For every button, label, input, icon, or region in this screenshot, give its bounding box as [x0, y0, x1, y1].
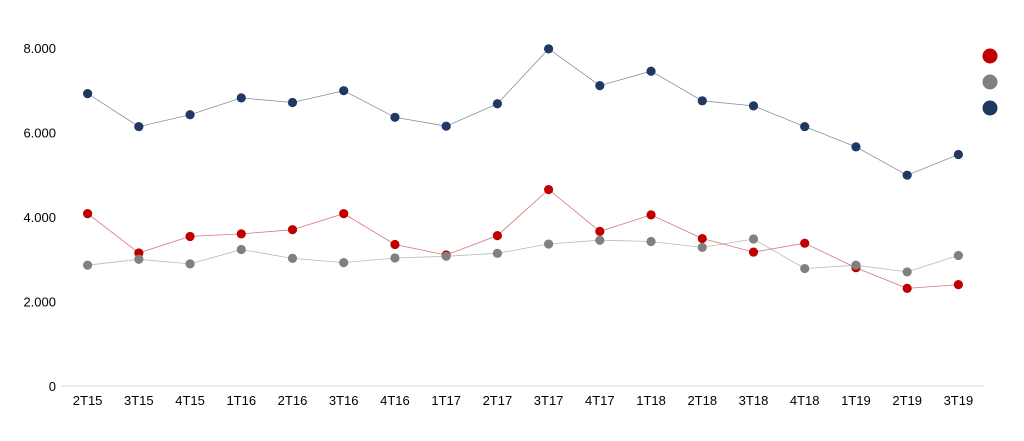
data-point: [390, 239, 400, 250]
y-tick-label: 8.000: [23, 41, 56, 56]
data-point: [544, 239, 554, 249]
x-tick-label: 3T19: [944, 393, 974, 408]
data-point: [953, 250, 963, 261]
y-tick-label: 4.000: [23, 210, 56, 225]
x-tick-label: 1T19: [841, 393, 871, 408]
data-point: [339, 86, 349, 96]
legend: [982, 48, 998, 116]
data-point: [236, 93, 246, 103]
x-tick-label: 3T18: [739, 393, 769, 408]
x-tick-label: 3T17: [534, 393, 564, 408]
series-2: [83, 234, 963, 277]
data-point: [287, 253, 298, 264]
series-line: [87, 238, 959, 273]
data-point: [595, 226, 605, 236]
data-point: [390, 112, 400, 122]
data-point: [697, 233, 707, 244]
data-point: [492, 99, 502, 109]
y-tick-label: 2.000: [23, 295, 56, 310]
data-point: [134, 121, 144, 132]
data-point: [134, 254, 144, 264]
data-point: [185, 110, 195, 120]
x-axis: 2T15 3T15 4T15 1T16 2T16 3T16 4T16 1T17 2T17 3T17…: [73, 393, 973, 408]
y-axis: 0 2.000 4.000 6.000 8.000: [23, 41, 56, 394]
data-point: [646, 236, 656, 247]
data-point: [902, 267, 912, 277]
data-point: [83, 260, 93, 270]
x-tick-label: 2T15: [73, 393, 103, 408]
data-point: [287, 225, 298, 235]
data-point: [697, 242, 707, 253]
series-3: [83, 44, 963, 180]
data-point: [748, 234, 759, 244]
data-point: [953, 149, 963, 160]
y-tick-label: 6.000: [23, 126, 56, 141]
x-tick-label: 1T16: [226, 393, 256, 408]
data-point: [236, 244, 246, 255]
data-point: [800, 121, 810, 132]
data-point: [800, 238, 810, 248]
x-tick-label: 3T16: [329, 393, 359, 408]
legend-marker: [982, 48, 998, 64]
data-point: [83, 89, 93, 99]
x-tick-label: 4T16: [380, 393, 410, 408]
data-point: [339, 258, 349, 268]
data-point: [851, 260, 861, 270]
data-point: [339, 209, 349, 219]
data-point: [544, 184, 554, 195]
x-tick-label: 4T17: [585, 393, 615, 408]
data-point: [953, 280, 963, 290]
data-point: [287, 97, 298, 108]
x-tick-label: 4T15: [175, 393, 205, 408]
x-tick-label: 1T17: [431, 393, 461, 408]
data-point: [902, 170, 912, 180]
data-point: [697, 96, 707, 106]
data-point: [646, 66, 656, 76]
data-point: [748, 247, 759, 257]
x-tick-label: 2T16: [278, 393, 308, 408]
x-tick-label: 2T19: [892, 393, 922, 408]
data-point: [492, 230, 502, 241]
data-point: [185, 231, 195, 242]
data-point: [83, 209, 93, 219]
data-point: [492, 248, 502, 258]
data-point: [544, 44, 554, 54]
x-tick-label: 3T15: [124, 393, 154, 408]
data-point: [390, 253, 400, 263]
series-1: [83, 184, 963, 294]
data-point: [595, 81, 605, 91]
x-tick-label: 4T18: [790, 393, 820, 408]
data-point: [236, 229, 246, 239]
data-point: [902, 283, 912, 294]
y-tick-label: 0: [49, 379, 56, 394]
series-line: [87, 188, 959, 289]
data-point: [748, 101, 759, 111]
data-point: [134, 248, 144, 258]
x-tick-label: 2T17: [483, 393, 513, 408]
data-point: [185, 259, 195, 269]
data-point: [441, 251, 451, 261]
data-point: [646, 210, 656, 220]
data-point: [851, 142, 861, 152]
legend-marker: [982, 100, 998, 116]
series-line: [87, 48, 959, 176]
plot-area: [83, 44, 963, 294]
data-point: [800, 263, 810, 274]
x-tick-label: 2T18: [687, 393, 717, 408]
x-tick-label: 1T18: [636, 393, 666, 408]
data-point: [441, 121, 451, 131]
legend-marker: [982, 74, 998, 90]
data-point: [595, 235, 605, 245]
